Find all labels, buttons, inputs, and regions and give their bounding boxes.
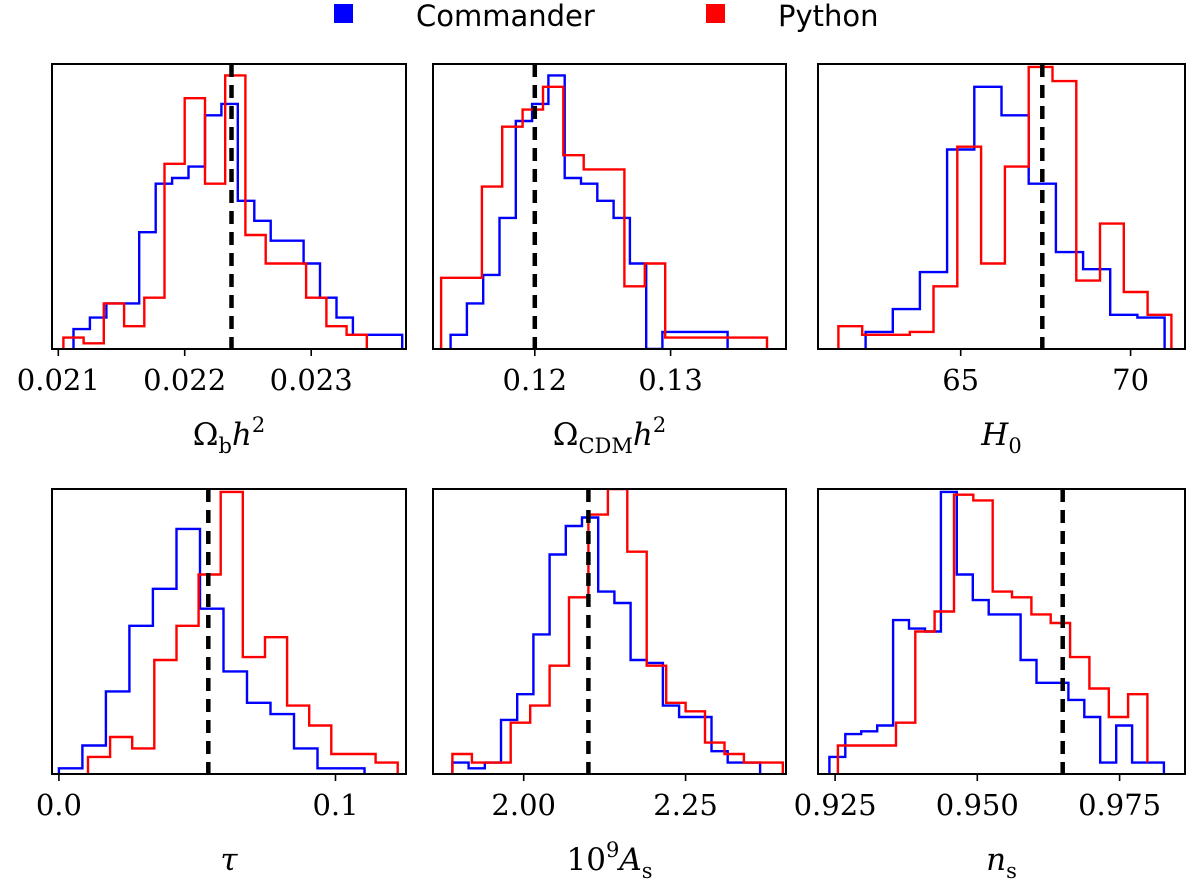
axis-label-ns: ns (986, 842, 1017, 883)
panel-frame (432, 63, 787, 350)
panel-frame (817, 63, 1186, 350)
x-tick-label: 0.1 (312, 788, 358, 822)
legend-label-python: Python (778, 0, 879, 33)
x-tick-label: 0.0 (36, 788, 82, 822)
x-tick-label: 0.950 (936, 788, 1019, 822)
x-tick-label: 65 (942, 363, 979, 397)
legend-label-commander: Commander (416, 0, 595, 33)
axis-label-h0: H0 (980, 417, 1021, 458)
axis-label-omega-cdm-h2: ΩCDMh2 (553, 413, 666, 458)
x-tick-label: 70 (1112, 363, 1149, 397)
axis-label-as: 109As (567, 838, 653, 883)
panel-frame (51, 488, 407, 775)
histogram-commander (57, 527, 366, 774)
panel-omega-cdm-h2: 0.12 0.13 ΩCDMh2 (432, 63, 787, 458)
histogram-python (451, 489, 784, 774)
x-tick-label: 0.13 (638, 363, 703, 397)
x-tick-label: 0.975 (1078, 788, 1161, 822)
histogram-python (62, 74, 368, 349)
panel-tau: 0.0 0.1 τ (36, 488, 407, 878)
panel-ns: 0.925 0.950 0.975 ns (794, 488, 1186, 883)
legend: Commander Python (334, 0, 879, 33)
legend-swatch-python (706, 4, 725, 23)
axis-label-omega-b-h2: Ωbh2 (193, 413, 266, 458)
panel-h0: 65 70 H0 (817, 63, 1186, 458)
x-tick-label: 0.12 (503, 363, 568, 397)
x-tick-label: 0.021 (17, 363, 100, 397)
x-tick-label: 2.00 (491, 788, 556, 822)
histogram-python (86, 490, 399, 774)
x-tick-label: 0.023 (270, 363, 353, 397)
axis-label-tau: τ (220, 842, 238, 878)
histogram-commander (828, 490, 1166, 774)
histogram-commander (451, 516, 762, 774)
histogram-commander (449, 74, 729, 349)
histogram-python (836, 493, 1149, 774)
x-tick-label: 0.925 (794, 788, 877, 822)
panel-frame (432, 488, 787, 775)
histogram-python (837, 65, 1173, 349)
histogram-commander (72, 102, 404, 349)
panel-frame (817, 488, 1186, 775)
legend-swatch-commander (334, 4, 353, 23)
x-tick-label: 0.022 (143, 363, 226, 397)
panel-frame (51, 63, 407, 350)
histogram-python (439, 85, 769, 349)
histogram-commander (864, 85, 1166, 349)
x-tick-label: 2.25 (653, 788, 718, 822)
